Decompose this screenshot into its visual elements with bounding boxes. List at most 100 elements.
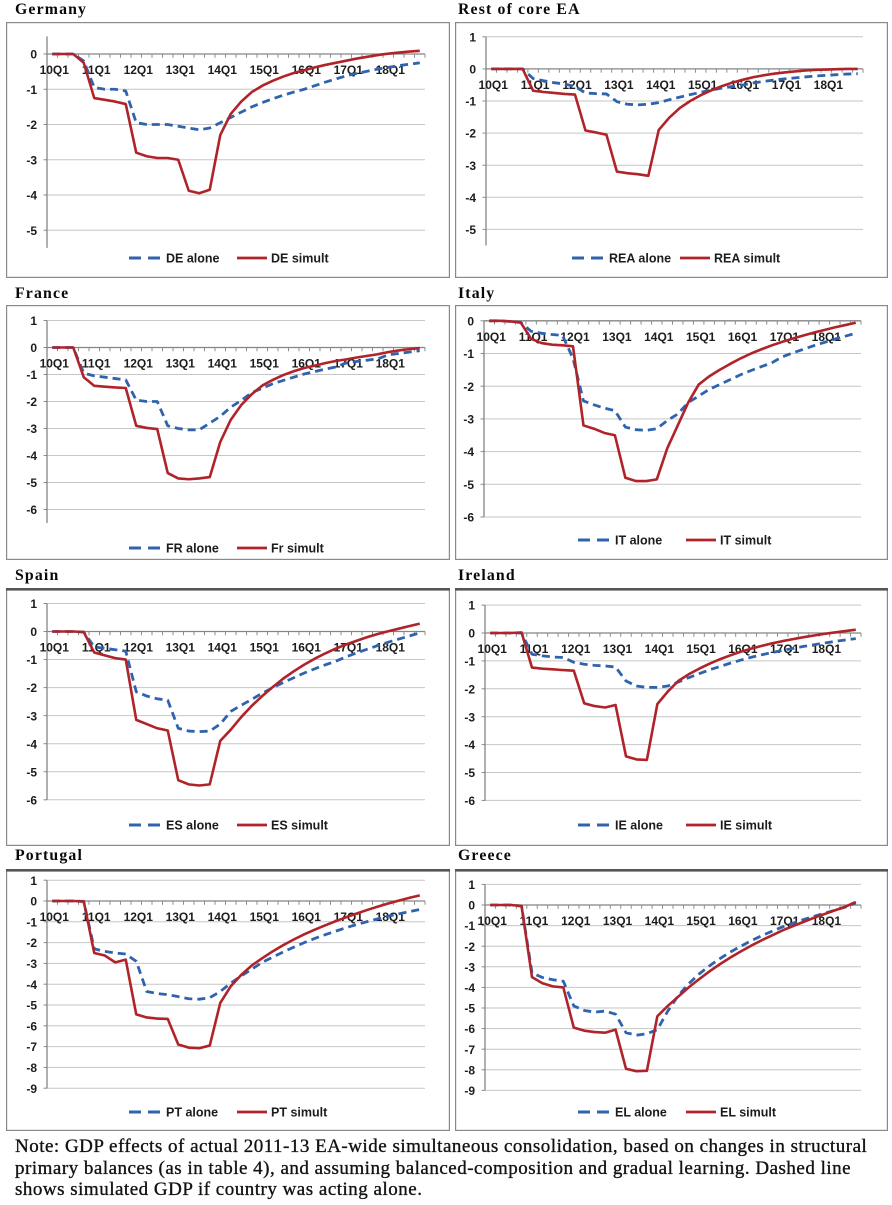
svg-text:11Q1: 11Q1 bbox=[82, 910, 111, 924]
svg-text:12Q1: 12Q1 bbox=[561, 642, 591, 656]
svg-text:-1: -1 bbox=[465, 95, 476, 109]
svg-text:1: 1 bbox=[469, 30, 476, 44]
svg-text:11Q1: 11Q1 bbox=[520, 914, 549, 928]
svg-text:FR alone: FR alone bbox=[166, 541, 219, 555]
svg-text:-4: -4 bbox=[464, 981, 475, 995]
svg-text:EL alone: EL alone bbox=[615, 1105, 667, 1119]
svg-text:13Q1: 13Q1 bbox=[166, 63, 196, 77]
svg-text:13Q1: 13Q1 bbox=[602, 330, 632, 344]
svg-text:17Q1: 17Q1 bbox=[770, 330, 800, 344]
svg-text:13Q1: 13Q1 bbox=[604, 78, 634, 92]
svg-text:16Q1: 16Q1 bbox=[292, 641, 322, 655]
svg-text:11Q1: 11Q1 bbox=[519, 330, 548, 344]
svg-text:18Q1: 18Q1 bbox=[376, 641, 406, 655]
svg-text:1: 1 bbox=[30, 314, 37, 328]
svg-text:18Q1: 18Q1 bbox=[812, 914, 842, 928]
svg-text:-2: -2 bbox=[463, 380, 474, 394]
svg-text:14Q1: 14Q1 bbox=[208, 910, 238, 924]
svg-text:-5: -5 bbox=[465, 223, 476, 237]
svg-text:-1: -1 bbox=[26, 915, 37, 929]
svg-text:1: 1 bbox=[468, 878, 475, 892]
svg-text:15Q1: 15Q1 bbox=[250, 357, 280, 371]
svg-text:10Q1: 10Q1 bbox=[40, 357, 70, 371]
svg-text:18Q1: 18Q1 bbox=[814, 78, 844, 92]
svg-text:-5: -5 bbox=[463, 478, 474, 492]
svg-text:PT simult: PT simult bbox=[271, 1105, 328, 1119]
svg-text:12Q1: 12Q1 bbox=[562, 78, 592, 92]
svg-text:17Q1: 17Q1 bbox=[334, 641, 364, 655]
svg-text:15Q1: 15Q1 bbox=[250, 910, 280, 924]
svg-text:-4: -4 bbox=[26, 449, 37, 463]
svg-text:PT alone: PT alone bbox=[166, 1105, 218, 1119]
svg-text:14Q1: 14Q1 bbox=[208, 641, 238, 655]
svg-text:EL simult: EL simult bbox=[720, 1105, 777, 1119]
svg-text:14Q1: 14Q1 bbox=[208, 357, 238, 371]
svg-text:15Q1: 15Q1 bbox=[686, 642, 716, 656]
svg-text:15Q1: 15Q1 bbox=[250, 63, 280, 77]
svg-text:-5: -5 bbox=[26, 765, 37, 779]
svg-text:-2: -2 bbox=[464, 940, 475, 954]
svg-text:14Q1: 14Q1 bbox=[644, 330, 674, 344]
svg-text:-9: -9 bbox=[26, 1082, 37, 1096]
svg-text:-1: -1 bbox=[464, 655, 475, 669]
svg-text:10Q1: 10Q1 bbox=[478, 642, 508, 656]
svg-text:-3: -3 bbox=[26, 153, 37, 167]
svg-text:0: 0 bbox=[30, 341, 37, 355]
svg-text:-4: -4 bbox=[26, 978, 37, 992]
svg-text:0: 0 bbox=[468, 627, 475, 641]
svg-text:-6: -6 bbox=[464, 794, 475, 808]
svg-text:-4: -4 bbox=[463, 445, 474, 459]
svg-text:1: 1 bbox=[30, 874, 37, 888]
svg-text:12Q1: 12Q1 bbox=[124, 641, 154, 655]
svg-text:14Q1: 14Q1 bbox=[646, 78, 676, 92]
svg-text:-1: -1 bbox=[26, 368, 37, 382]
svg-text:15Q1: 15Q1 bbox=[686, 914, 716, 928]
svg-text:10Q1: 10Q1 bbox=[40, 910, 70, 924]
svg-text:16Q1: 16Q1 bbox=[292, 910, 322, 924]
svg-text:-6: -6 bbox=[26, 503, 37, 517]
svg-text:12Q1: 12Q1 bbox=[560, 330, 590, 344]
svg-text:ES alone: ES alone bbox=[166, 818, 219, 832]
svg-text:-4: -4 bbox=[26, 737, 37, 751]
svg-text:-9: -9 bbox=[464, 1084, 475, 1098]
svg-text:16Q1: 16Q1 bbox=[728, 330, 758, 344]
svg-text:1: 1 bbox=[468, 599, 475, 613]
svg-text:-2: -2 bbox=[26, 681, 37, 695]
svg-text:-5: -5 bbox=[26, 224, 37, 238]
svg-text:-3: -3 bbox=[464, 960, 475, 974]
svg-text:-3: -3 bbox=[26, 957, 37, 971]
svg-text:-7: -7 bbox=[464, 1043, 475, 1057]
svg-text:-5: -5 bbox=[26, 476, 37, 490]
svg-text:13Q1: 13Q1 bbox=[166, 641, 196, 655]
svg-text:-6: -6 bbox=[26, 1019, 37, 1033]
svg-text:10Q1: 10Q1 bbox=[478, 914, 508, 928]
svg-text:-8: -8 bbox=[26, 1061, 37, 1075]
svg-text:17Q1: 17Q1 bbox=[334, 63, 364, 77]
svg-text:-1: -1 bbox=[26, 83, 37, 97]
svg-text:IE simult: IE simult bbox=[720, 818, 773, 832]
svg-text:-7: -7 bbox=[26, 1040, 37, 1054]
svg-text:10Q1: 10Q1 bbox=[40, 63, 70, 77]
svg-text:10Q1: 10Q1 bbox=[477, 330, 507, 344]
svg-text:15Q1: 15Q1 bbox=[250, 641, 280, 655]
svg-text:15Q1: 15Q1 bbox=[686, 330, 716, 344]
svg-text:-5: -5 bbox=[26, 999, 37, 1013]
svg-text:0: 0 bbox=[30, 48, 37, 62]
svg-text:-6: -6 bbox=[463, 511, 474, 525]
svg-text:14Q1: 14Q1 bbox=[645, 642, 675, 656]
svg-text:16Q1: 16Q1 bbox=[728, 914, 758, 928]
svg-text:17Q1: 17Q1 bbox=[772, 78, 802, 92]
svg-text:-3: -3 bbox=[26, 709, 37, 723]
svg-text:10Q1: 10Q1 bbox=[40, 641, 70, 655]
svg-text:14Q1: 14Q1 bbox=[645, 914, 675, 928]
svg-text:-3: -3 bbox=[464, 710, 475, 724]
svg-text:-2: -2 bbox=[26, 936, 37, 950]
svg-text:DE simult: DE simult bbox=[271, 251, 329, 265]
svg-text:REA simult: REA simult bbox=[714, 251, 781, 265]
svg-text:-5: -5 bbox=[464, 766, 475, 780]
svg-text:13Q1: 13Q1 bbox=[166, 910, 196, 924]
svg-text:0: 0 bbox=[467, 314, 474, 328]
svg-text:0: 0 bbox=[30, 895, 37, 909]
svg-text:14Q1: 14Q1 bbox=[208, 63, 238, 77]
svg-text:-8: -8 bbox=[464, 1063, 475, 1077]
